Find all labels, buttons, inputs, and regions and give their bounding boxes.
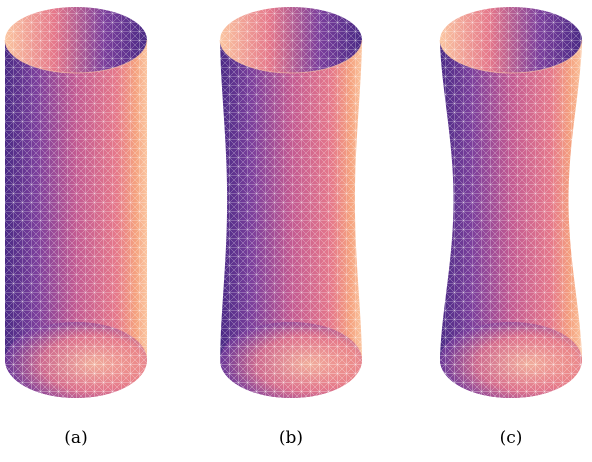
surface-a <box>4 7 148 398</box>
surface-b <box>219 7 363 398</box>
caption-b: (b) <box>278 428 304 448</box>
caption-a: (a) <box>64 428 88 448</box>
caption-c: (c) <box>499 428 523 448</box>
surface-c <box>439 7 583 398</box>
